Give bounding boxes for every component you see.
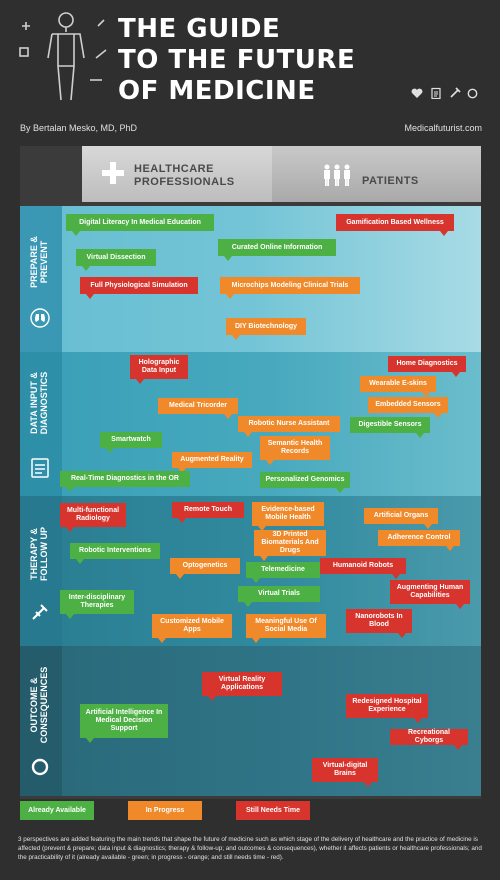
tag-meaningful-use-social-media[interactable]: Meaningful Use Of Social Media [246,614,326,643]
tag-virtual-dissection[interactable]: Virtual Dissection [76,249,156,271]
tag-home-diagnostics[interactable]: Home Diagnostics [388,356,466,377]
section-label-therapy: THERAPY & FOLLOW UP [29,527,49,581]
title-line-2: TO THE FUTURE [118,45,356,75]
header: THE GUIDE TO THE FUTURE OF MEDICINE [0,0,500,116]
legend-still-needs-time: Still Needs Time [236,801,310,820]
tag-adherence-control[interactable]: Adherence Control [378,530,460,551]
infographic-frame: HEALTHCARE PROFESSIONALS PATIENTS PREPAR… [20,146,481,799]
tag-semantic-health-records[interactable]: Semantic Health Records [260,436,330,465]
tag-full-physiological-simulation[interactable]: Full Physiological Simulation [80,277,198,299]
human-body-icon [19,12,107,101]
column-label-hp-2: PROFESSIONALS [134,176,235,188]
legend-already-available: Already Available [20,801,94,820]
tag-holographic-data-input[interactable]: Holographic Data Input [130,355,188,384]
tag-smartwatch[interactable]: Smartwatch [100,432,162,453]
tag-gamification-wellness[interactable]: Gamification Based Wellness [336,214,454,236]
tag-ai-medical-decision-support[interactable]: Artificial Intelligence In Medical Decis… [80,704,168,743]
lungs-icon [30,308,50,328]
tag-redesigned-hospital-experience[interactable]: Redesigned Hospital Experience [346,694,428,723]
tag-digital-literacy[interactable]: Digital Literacy In Medical Education [66,214,214,236]
tag-humanoid-robots[interactable]: Humanoid Robots [320,558,406,579]
tag-robotic-nurse-assistant[interactable]: Robotic Nurse Assistant [238,416,340,437]
medical-cross-icon [102,162,124,184]
tag-virtual-reality-applications[interactable]: Virtual Reality Applications [202,672,282,701]
tag-evidence-based-mobile-health[interactable]: Evidence-based Mobile Health [252,502,324,531]
section-label-prepare: PREPARE & PREVENT [29,236,49,288]
syringe-icon [32,604,48,620]
tag-wearable-e-skins[interactable]: Wearable E-skins [360,376,436,397]
tag-virtual-trials[interactable]: Virtual Trials [238,586,320,607]
section-label-outcome: OUTCOME & CONSEQUENCES [29,666,49,744]
tag-curated-online-information[interactable]: Curated Online Information [218,239,336,261]
circle-icon [467,88,478,99]
column-label-hp-1: HEALTHCARE [134,163,214,175]
footnote: 3 perspectives are added featuring the m… [18,836,482,861]
column-patients: PATIENTS [272,146,481,202]
tag-remote-touch[interactable]: Remote Touch [172,502,244,523]
title-line-3: OF MEDICINE [118,76,316,106]
tag-multi-functional-radiology[interactable]: Multi-functional Radiology [60,503,126,532]
column-healthcare-professionals: HEALTHCARE PROFESSIONALS [82,146,272,202]
title-line-1: THE GUIDE [118,14,281,44]
syringe-icon [450,87,461,98]
tag-real-time-diagnostics-or[interactable]: Real-Time Diagnostics in the OR [60,471,190,492]
tag-virtual-digital-brains[interactable]: Virtual-digital Brains [312,758,378,787]
ring-icon [31,758,49,776]
tag-inter-disciplinary-therapies[interactable]: Inter-disciplinary Therapies [60,590,134,619]
tag-personalized-genomics[interactable]: Personalized Genomics [260,472,350,493]
tag-artificial-organs[interactable]: Artificial Organs [364,508,438,529]
tag-microchips-clinical-trials[interactable]: Microchips Modeling Clinical Trials [220,277,360,299]
people-icon [324,164,350,186]
tag-digestible-sensors[interactable]: Digestible Sensors [350,417,430,438]
tag-diy-biotechnology[interactable]: DIY Biotechnology [226,318,306,340]
tag-nanorobots-in-blood[interactable]: Nanorobots In Blood [346,609,412,638]
clipboard-icon [31,458,49,478]
page-title: THE GUIDE TO THE FUTURE OF MEDICINE [118,14,355,107]
tag-robotic-interventions[interactable]: Robotic Interventions [70,543,160,564]
author: By Bertalan Mesko, MD, PhD [20,123,138,133]
tag-augmenting-human-capabilities[interactable]: Augmenting Human Capabilities [390,580,470,609]
tag-embedded-sensors[interactable]: Embedded Sensors [368,397,448,418]
tag-telemedicine[interactable]: Telemedicine [246,562,320,583]
tag-customized-mobile-apps[interactable]: Customized Mobile Apps [152,614,232,643]
tag-augmented-reality[interactable]: Augmented Reality [172,452,252,473]
tag-3d-printed-biomaterials[interactable]: 3D Printed Biomaterials And Drugs [254,530,326,561]
column-label-patients: PATIENTS [362,175,419,187]
tag-medical-tricorder[interactable]: Medical Tricorder [158,398,238,419]
section-label-data-input: DATA INPUT & DIAGNOSTICS [29,371,49,435]
heart-icon [411,88,423,98]
site-url[interactable]: Medicalfuturist.com [404,123,482,133]
legend-in-progress: In Progress [128,801,202,820]
tag-recreational-cyborgs[interactable]: Recreational Cyborgs [390,729,468,750]
clipboard-icon [431,87,441,99]
tag-optogenetics[interactable]: Optogenetics [170,558,240,579]
